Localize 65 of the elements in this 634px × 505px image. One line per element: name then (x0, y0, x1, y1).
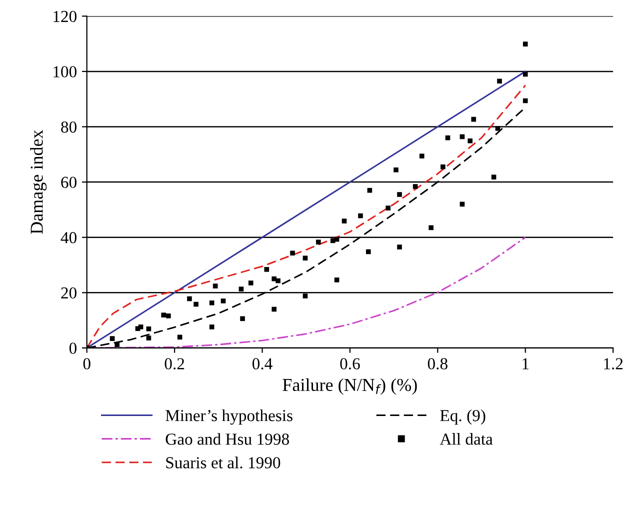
point (468, 138, 473, 144)
x-tick-label: 0.4 (252, 358, 272, 370)
point (497, 78, 502, 84)
point (367, 188, 372, 193)
point (114, 342, 120, 348)
x-tick-label: 0.8 (428, 358, 448, 370)
point (264, 267, 270, 272)
x-tick-label: 0 (83, 358, 90, 370)
point (146, 336, 152, 340)
y-tick-label: 60 (61, 176, 76, 188)
point (394, 167, 398, 172)
y-tick-label: 80 (61, 121, 76, 133)
x-tick-label: 1 (522, 358, 529, 370)
point (397, 192, 402, 197)
point (495, 126, 500, 131)
point (440, 164, 446, 170)
point (334, 278, 340, 282)
point (240, 316, 245, 322)
point (212, 284, 218, 288)
point (146, 326, 152, 332)
legend-label: All data (440, 433, 493, 445)
x-tick-label: 1.2 (604, 358, 623, 370)
point (238, 286, 244, 292)
x-tick-label: 0.2 (164, 358, 184, 370)
y-tick-label: 120 (54, 10, 76, 22)
point (316, 240, 321, 244)
point (522, 42, 528, 46)
point (161, 312, 166, 318)
point (419, 154, 424, 158)
point (522, 72, 528, 77)
point (522, 98, 528, 104)
point (366, 249, 371, 254)
point (290, 250, 295, 256)
y-tick-label: 0 (69, 342, 76, 354)
point (194, 302, 198, 307)
x-tick-label: 0.6 (340, 358, 360, 370)
y-tick-label: 20 (61, 287, 76, 299)
point (276, 278, 280, 284)
legend-label: Miner’s hypothesis (166, 409, 292, 425)
point (412, 184, 418, 189)
y-axis-title: Damage index (30, 130, 47, 234)
point (166, 313, 171, 318)
point (428, 225, 434, 230)
point (110, 336, 115, 341)
legend-label: Gao and Hsu 1998 (166, 433, 289, 445)
point (209, 324, 214, 330)
point (491, 174, 496, 180)
point (471, 116, 476, 122)
point (220, 298, 226, 304)
point (248, 280, 254, 286)
point (302, 294, 308, 298)
point (272, 306, 277, 312)
point (138, 324, 144, 330)
point (397, 244, 402, 250)
point (358, 213, 363, 218)
point (342, 218, 347, 224)
point (386, 206, 391, 210)
point (302, 256, 308, 260)
point (187, 296, 192, 302)
legend-label: Eq. (9) (440, 409, 486, 425)
y-tick-label: 100 (54, 66, 76, 78)
legend-label: Suaris et al. 1990 (166, 456, 280, 468)
point (209, 300, 214, 306)
y-tick-label: 40 (60, 232, 76, 244)
x-axis-title: Failure (N/N$_{f}$) (%) (282, 378, 417, 395)
